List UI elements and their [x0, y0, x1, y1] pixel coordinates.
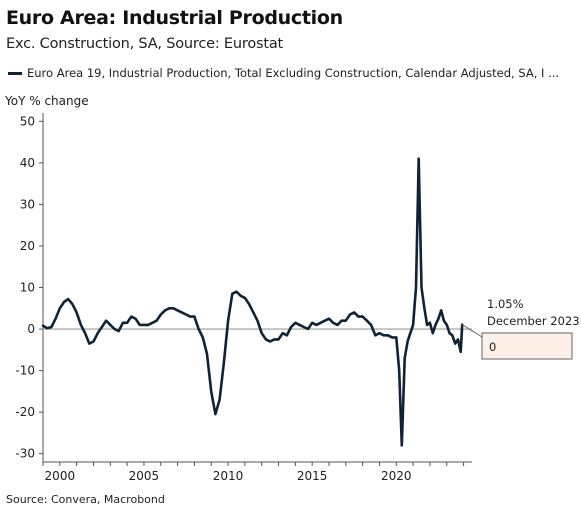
chart-subtitle: Exc. Construction, SA, Source: Eurostat [6, 36, 284, 52]
y-tick-label: -30 [15, 447, 35, 461]
chart-title: Euro Area: Industrial Production [6, 7, 343, 29]
y-tick-label: 30 [20, 197, 35, 211]
y-tick-label: -20 [15, 405, 35, 419]
last-date-label: December 2023 [487, 314, 580, 328]
y-tick-label: 50 [20, 114, 35, 128]
x-tick-label: 2015 [297, 469, 328, 483]
source-note: Source: Convera, Macrobond [6, 493, 165, 506]
y-tick-label: 20 [20, 239, 35, 253]
series-line [41, 157, 464, 447]
legend: Euro Area 19, Industrial Production, Tot… [8, 66, 573, 80]
legend-swatch [8, 71, 22, 75]
y-axis-label: YoY % change [5, 94, 89, 108]
x-tick-label: 2010 [213, 469, 244, 483]
x-tick-label: 2005 [129, 469, 160, 483]
x-tick-label: 2000 [45, 469, 76, 483]
value-box [481, 332, 573, 360]
last-value-label: 1.05% [487, 297, 524, 311]
value-box-text: 0 [489, 340, 496, 354]
y-tick-label: 10 [20, 281, 35, 295]
y-tick-label: 40 [20, 156, 35, 170]
y-tick-label: 0 [27, 322, 35, 336]
y-tick-label: -10 [15, 364, 35, 378]
annotation-leader [461, 324, 483, 338]
x-tick-label: 2020 [381, 469, 412, 483]
